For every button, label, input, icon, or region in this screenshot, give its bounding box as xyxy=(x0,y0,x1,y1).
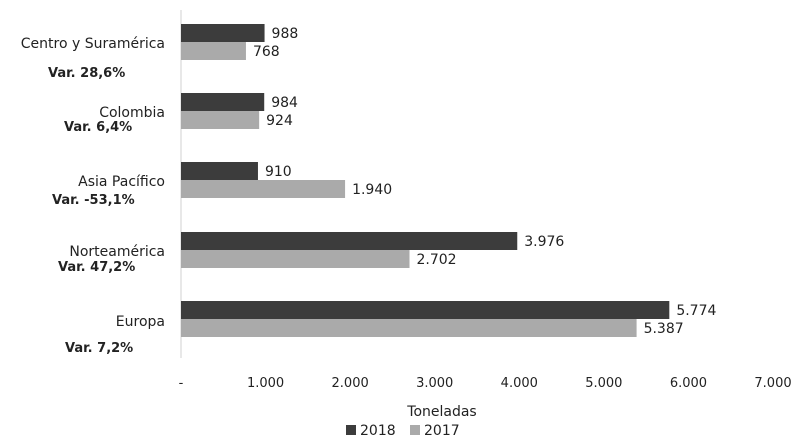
variation-label-europa: Var. 7,2% xyxy=(65,341,133,356)
x-tick-label: 6.000 xyxy=(670,376,707,391)
legend-label-2017: 2017 xyxy=(424,423,460,439)
bar-2017-colombia xyxy=(181,111,260,129)
bar-2018-europa xyxy=(181,301,670,319)
bar-2018-centro-y-suramerica xyxy=(181,24,265,42)
data-label-2017-europa: 5.387 xyxy=(644,321,684,337)
x-tick-label: 4.000 xyxy=(501,376,538,391)
bar-2018-asia-pacifico xyxy=(181,162,258,180)
x-tick-label: 1.000 xyxy=(247,376,284,391)
x-tick-label: 7.000 xyxy=(754,376,791,391)
x-tick-label: 2.000 xyxy=(332,376,369,391)
variation-label-centro-y-suramerica: Var. 28,6% xyxy=(48,66,125,81)
legend-label-2018: 2018 xyxy=(360,423,396,439)
x-axis-ticks: - 1.000 2.000 3.000 4.000 5.000 6.000 7.000 xyxy=(179,376,792,391)
legend-swatch-2017 xyxy=(410,425,420,435)
data-label-2018-colombia: 984 xyxy=(271,95,298,111)
legend: 2018 2017 xyxy=(346,423,460,439)
category-label-norteamerica: Norteamérica xyxy=(69,244,165,260)
data-label-2017-colombia: 924 xyxy=(266,113,293,129)
x-tick-label: 5.000 xyxy=(585,376,622,391)
x-tick-label: 3.000 xyxy=(416,376,453,391)
data-label-2017-norteamerica: 2.702 xyxy=(417,252,457,268)
x-axis-title: Toneladas xyxy=(406,404,476,420)
bar-2018-colombia xyxy=(181,93,265,111)
x-tick-label: - xyxy=(179,376,184,391)
variation-label-norteamerica: Var. 47,2% xyxy=(58,260,135,275)
legend-swatch-2018 xyxy=(346,425,356,435)
category-label-europa: Europa xyxy=(116,314,165,330)
variation-label-colombia: Var. 6,4% xyxy=(64,120,132,135)
category-label-centro-y-suramerica: Centro y Suramérica xyxy=(21,36,165,52)
variation-label-asia-pacifico: Var. -53,1% xyxy=(52,193,135,208)
data-label-2018-asia-pacifico: 910 xyxy=(265,164,292,180)
bar-2017-centro-y-suramerica xyxy=(181,42,246,60)
bar-2017-asia-pacifico xyxy=(181,180,346,198)
data-label-2018-europa: 5.774 xyxy=(676,303,716,319)
bar-2018-norteamerica xyxy=(181,232,518,250)
category-label-asia-pacifico: Asia Pacífico xyxy=(78,174,165,190)
data-label-2017-asia-pacifico: 1.940 xyxy=(352,182,392,198)
bar-2017-europa xyxy=(181,319,637,337)
data-label-2018-norteamerica: 3.976 xyxy=(524,234,564,250)
category-label-colombia: Colombia xyxy=(99,105,165,121)
data-label-2018-centro-y-suramerica: 988 xyxy=(272,26,299,42)
bar-2017-norteamerica xyxy=(181,250,410,268)
bars-layer: 988 768 984 924 910 1.940 3.976 2.702 5.774 5.387 xyxy=(181,24,716,337)
data-label-2017-centro-y-suramerica: 768 xyxy=(253,44,280,60)
